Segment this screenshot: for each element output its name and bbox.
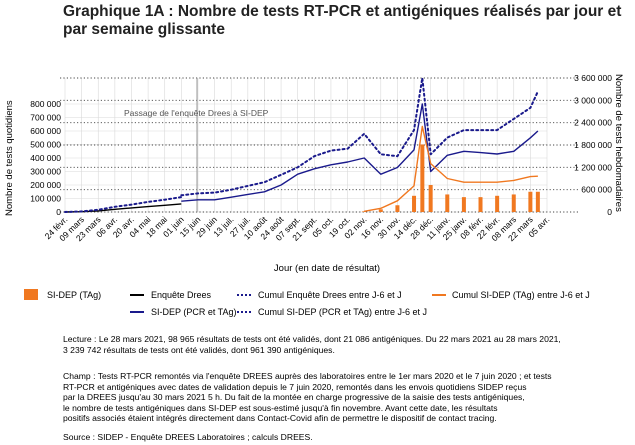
legend-line-cumul-tag xyxy=(432,294,446,296)
legend: SI-DEP (TAg) Enquête Drees Cumul Enquête… xyxy=(0,282,635,322)
tag-bar xyxy=(420,144,425,212)
tag-bar xyxy=(412,195,417,212)
y-right-tick-label: 3 600 000 xyxy=(574,73,612,83)
lecture-line: 3 239 742 résultats de tests ont été val… xyxy=(63,344,335,355)
y-left-tick-label: 600 000 xyxy=(30,126,61,136)
y-left-tick-label: 300 000 xyxy=(30,167,61,177)
champ-line: RT-PCR et antigéniques avec dates de val… xyxy=(63,381,527,392)
y-left-tick-label: 0 xyxy=(56,207,61,217)
tag-bar xyxy=(528,191,533,212)
annotation-group: Passage de l'enquête Drees à SI-DEP xyxy=(124,78,269,212)
tag-bar xyxy=(445,194,450,212)
y-right-tick-label: 3 000 000 xyxy=(574,95,612,105)
y-left-tick-label: 200 000 xyxy=(30,180,61,190)
legend-label-tag: SI-DEP (TAg) xyxy=(47,290,102,300)
champ-line: le nombre de tests antigéniques dans SI-… xyxy=(63,402,498,413)
source-line: Source : SIDEP - Enquête DREES Laboratoi… xyxy=(63,432,313,442)
tag-bar xyxy=(495,195,500,212)
legend-label-cumul-drees: Cumul Enquête Drees entre J-6 et J xyxy=(258,290,402,300)
champ-line: Champ : Tests RT-PCR remontés via l'enqu… xyxy=(63,371,552,381)
tag-bar xyxy=(428,185,433,212)
legend-line-sidep xyxy=(130,311,144,313)
y-left-tick-label: 700 000 xyxy=(30,113,61,123)
grid-right xyxy=(60,77,580,213)
legend-line-drees xyxy=(130,294,144,296)
chart: Passage de l'enquête Drees à SI-DEP 0 100… xyxy=(4,73,624,274)
annotation-text: Passage de l'enquête Drees à SI-DEP xyxy=(124,108,269,118)
source-note: Source : SIDEP - Enquête DREES Laboratoi… xyxy=(63,432,608,443)
champ-note: Champ : Tests RT-PCR remontés via l'enqu… xyxy=(63,371,608,424)
tag-bar xyxy=(461,197,466,212)
legend-swatch-tag xyxy=(24,289,38,300)
tag-bar xyxy=(395,205,400,212)
tag-bar xyxy=(535,191,540,212)
y-right-tick-label: 2 400 000 xyxy=(574,118,612,128)
champ-line: par la DREES jusqu'au 30 mars 2021 5 h. … xyxy=(63,392,525,403)
series-line-si-dep-pcr-et-tag xyxy=(181,103,539,202)
legend-line-cumul-drees xyxy=(237,294,251,296)
tag-bar xyxy=(511,194,516,212)
tag-bar xyxy=(478,197,483,212)
y-right-tick-label: 0 xyxy=(607,207,612,217)
y-left-tick-label: 400 000 xyxy=(30,153,61,163)
chart-title: Graphique 1A : Nombre de tests RT-PCR et… xyxy=(63,3,622,38)
x-axis-label: Jour (en date de résultat) xyxy=(274,263,380,274)
y-right-tick-label: 1 200 000 xyxy=(574,162,612,172)
lecture-note: Lecture : Le 28 mars 2021, 98 965 résult… xyxy=(63,334,608,355)
series-line-cumul-si-dep-pcr-et-tag-entre-j-6-et-j xyxy=(180,77,539,197)
series-lines xyxy=(64,77,539,213)
legend-label-sidep: SI-DEP (PCR et TAg) xyxy=(151,307,237,317)
y-right-tick-label: 1 800 000 xyxy=(574,140,612,150)
y-left-tick-label: 100 000 xyxy=(30,194,61,204)
y-left-tick-label: 500 000 xyxy=(30,140,61,150)
y-axis-right-label: Nombre de tests hebdomadaires xyxy=(613,74,624,212)
series-line-cumul-enquete-drees-entre-j-6-et-j xyxy=(64,196,183,213)
legend-label-cumul-sidep: Cumul SI-DEP (PCR et TAg) entre J-6 et J xyxy=(258,307,428,317)
legend-label-drees: Enquête Drees xyxy=(151,290,212,300)
tag-bars xyxy=(362,144,540,212)
y-axis-left-label: Nombre de tests quotidiens xyxy=(4,100,15,216)
champ-line: positifs associés étaient intégrés direc… xyxy=(63,413,497,424)
y-axis-left: 0 100 000 200 000 300 000 400 000 500 000 600 … xyxy=(30,99,61,217)
lecture-line: Lecture : Le 28 mars 2021, 98 965 résult… xyxy=(63,334,561,344)
y-axis-right: 0 600 000 1 200 000 1 800 000 2 400 000 3 000… xyxy=(574,73,612,217)
tag-bar xyxy=(362,211,367,212)
legend-line-cumul-sidep xyxy=(237,311,251,313)
legend-label-cumul-tag: Cumul SI-DEP (TAg) entre J-6 et J xyxy=(452,290,590,300)
y-right-tick-label: 600 000 xyxy=(581,185,612,195)
y-left-tick-label: 800 000 xyxy=(30,99,61,109)
tag-bar xyxy=(378,209,383,212)
series-line-cumul-si-dep-tag-entre-j-6-et-j xyxy=(364,125,538,212)
